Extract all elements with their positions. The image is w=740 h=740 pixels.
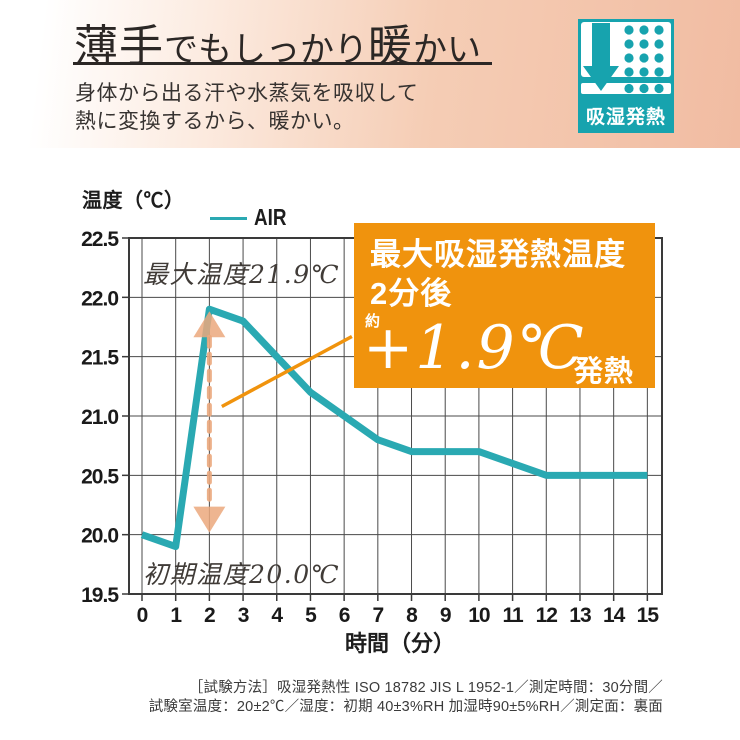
heat-gain-callout: 最大吸湿発熱温度 2分後 約 +1.9℃ 発熱 — [354, 223, 655, 388]
badge-label: 吸湿発熱 — [585, 107, 666, 128]
callout-value: +1.9℃ — [363, 313, 586, 383]
max-temp-annotation: 最大温度21.9℃ — [143, 260, 341, 289]
svg-text:13: 13 — [569, 604, 591, 627]
svg-text:15: 15 — [637, 604, 660, 627]
svg-text:10: 10 — [468, 604, 490, 627]
test-method-note: ［試験方法］吸湿発熱性 ISO 18782 JIS L 1952-1／測定時間：… — [149, 679, 663, 717]
header-banner: 薄手でもしっかり暖かい 身体から出る汗や水蒸気を吸収して 熱に変換するから、暖か… — [0, 0, 740, 148]
test-method-line-1: ［試験方法］吸湿発熱性 ISO 18782 JIS L 1952-1／測定時間：… — [188, 680, 663, 696]
svg-text:21.5: 21.5 — [81, 347, 119, 370]
svg-text:1: 1 — [170, 604, 182, 627]
svg-text:2: 2 — [204, 604, 215, 627]
subtitle-line-1: 身体から出る汗や水蒸気を吸収して — [75, 82, 419, 105]
svg-text:0: 0 — [137, 604, 148, 627]
callout-time: 2分後 — [370, 276, 453, 311]
svg-text:19.5: 19.5 — [81, 584, 119, 607]
y-axis-title: 温度（℃） — [82, 190, 185, 212]
title-underline — [73, 62, 492, 65]
callout-suffix: 発熱 — [574, 356, 635, 388]
svg-text:4: 4 — [271, 604, 283, 627]
svg-text:22.5: 22.5 — [81, 228, 119, 251]
svg-text:6: 6 — [339, 604, 350, 627]
svg-text:8: 8 — [406, 604, 418, 627]
chart-legend: AIR — [210, 204, 294, 231]
down-arrow-icon — [583, 23, 619, 91]
svg-text:20.5: 20.5 — [81, 465, 119, 488]
legend-series-label: AIR — [254, 204, 287, 230]
subtitle-line-2: 熱に変換するから、暖かい。 — [75, 110, 355, 133]
svg-text:3: 3 — [238, 604, 249, 627]
x-axis-title: 時間（分） — [344, 631, 455, 656]
legend-line-swatch — [210, 217, 247, 220]
svg-text:11: 11 — [502, 604, 524, 627]
callout-title: 最大吸湿発熱温度 — [370, 237, 626, 272]
moisture-dots-icon — [624, 25, 664, 94]
moisture-absorb-heat-icon — [581, 22, 671, 94]
svg-text:20.0: 20.0 — [81, 525, 118, 548]
svg-text:14: 14 — [603, 604, 626, 627]
svg-text:22.0: 22.0 — [81, 287, 118, 310]
svg-text:5: 5 — [305, 604, 317, 627]
test-method-line-2: 試験室温度：20±2℃／湿度：初期 40±3%RH 加湿時90±5%RH／測定面… — [148, 699, 663, 715]
svg-text:9: 9 — [440, 604, 451, 627]
moisture-heat-badge: 吸湿発熱 — [578, 19, 674, 133]
callout-approx: 約 — [365, 313, 381, 330]
svg-text:7: 7 — [372, 604, 383, 627]
initial-temp-annotation: 初期温度20.0℃ — [143, 560, 341, 589]
svg-text:21.0: 21.0 — [81, 406, 118, 429]
svg-text:12: 12 — [536, 604, 558, 627]
